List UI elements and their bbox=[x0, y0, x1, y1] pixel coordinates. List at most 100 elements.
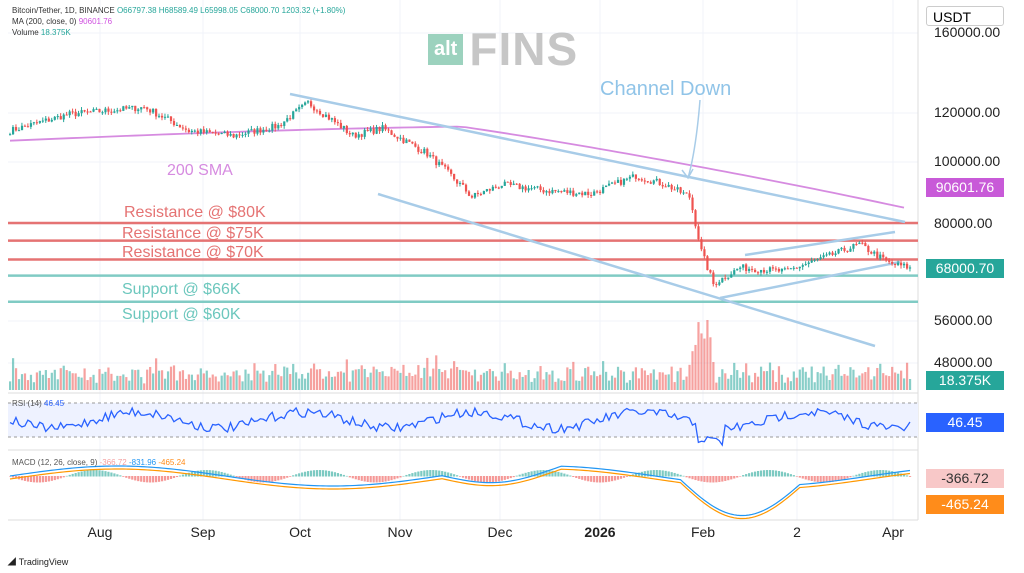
candle-body bbox=[461, 182, 465, 185]
macd-histogram-bar bbox=[53, 476, 56, 481]
volume-bar bbox=[23, 373, 27, 390]
macd-histogram-bar bbox=[771, 470, 775, 477]
volume-bar bbox=[324, 376, 328, 390]
volume-bar bbox=[390, 366, 393, 390]
candle-body bbox=[655, 178, 658, 181]
candle-body bbox=[387, 129, 390, 131]
volume-bar bbox=[169, 366, 173, 390]
candle-body bbox=[494, 186, 497, 188]
macd-histogram-bar bbox=[211, 470, 214, 477]
macd-histogram-bar bbox=[146, 476, 149, 483]
volume-bar bbox=[214, 376, 217, 390]
macd-histogram-bar bbox=[47, 476, 50, 482]
macd-histogram-bar bbox=[730, 476, 733, 480]
candle-body bbox=[864, 243, 867, 247]
volume-bar bbox=[360, 365, 363, 390]
candle-body bbox=[748, 268, 751, 271]
volume-bar bbox=[652, 369, 655, 390]
volume-bar bbox=[551, 370, 554, 390]
candle-body bbox=[521, 186, 524, 190]
candle-body bbox=[169, 116, 173, 122]
macd-histogram-bar bbox=[792, 475, 795, 477]
candle-body bbox=[339, 122, 342, 129]
macd-histogram-bar bbox=[780, 471, 784, 477]
volume-bar bbox=[590, 375, 593, 390]
macd-histogram-bar bbox=[804, 476, 807, 480]
macd-histogram-bar bbox=[739, 476, 742, 477]
price-axis-label: 160000.00 bbox=[934, 24, 1001, 40]
macd-histogram-bar bbox=[119, 475, 122, 477]
macd-histogram-bar bbox=[324, 470, 328, 477]
candle-body bbox=[56, 116, 59, 118]
candle-body bbox=[226, 131, 229, 136]
volume-bar bbox=[670, 366, 673, 390]
volume-bar bbox=[661, 372, 664, 390]
candle-body bbox=[905, 263, 909, 269]
macd-histogram-bar bbox=[217, 471, 220, 477]
candle-body bbox=[908, 267, 912, 269]
candle-body bbox=[774, 268, 778, 270]
macd-histogram-bar bbox=[420, 470, 423, 477]
volume-bar bbox=[411, 376, 414, 390]
candle-body bbox=[438, 161, 441, 166]
volume-bar bbox=[312, 363, 316, 390]
volume-bar bbox=[494, 376, 497, 390]
candle-body bbox=[202, 129, 205, 133]
macd-histogram-bar bbox=[467, 476, 471, 480]
volume-bar bbox=[137, 369, 140, 390]
volume-bar bbox=[792, 371, 795, 390]
volume-bar bbox=[664, 374, 667, 390]
candle-body bbox=[885, 257, 888, 261]
volume-bar bbox=[405, 375, 408, 390]
volume-bar bbox=[873, 376, 876, 390]
volume-bar bbox=[461, 370, 465, 390]
candle-body bbox=[98, 108, 101, 113]
candle-body bbox=[172, 121, 176, 126]
candle-body bbox=[736, 268, 739, 271]
macd-histogram-bar bbox=[456, 475, 459, 477]
volume-bar bbox=[813, 382, 816, 390]
candle-body bbox=[375, 127, 378, 134]
macd-histogram-bar bbox=[852, 475, 855, 477]
candle-body bbox=[569, 190, 572, 194]
volume-bar bbox=[298, 378, 301, 390]
macd-histogram-bar bbox=[304, 471, 307, 477]
candle-body bbox=[587, 191, 590, 195]
macd-histogram-bar bbox=[244, 476, 247, 480]
volume-bar bbox=[780, 374, 784, 390]
macd-histogram-bar bbox=[822, 476, 825, 483]
candle-body bbox=[166, 116, 170, 118]
volume-bar bbox=[804, 371, 807, 390]
macd-histogram-bar bbox=[575, 476, 578, 478]
volume-bar bbox=[634, 367, 637, 390]
volume-bar bbox=[864, 372, 867, 390]
candle-body bbox=[456, 179, 459, 184]
candle-body bbox=[804, 264, 807, 266]
macd-histogram-bar bbox=[369, 476, 372, 483]
macd-histogram-bar bbox=[503, 476, 506, 480]
volume-bar bbox=[464, 370, 468, 390]
volume-bar bbox=[187, 374, 190, 390]
candle-body bbox=[59, 116, 62, 120]
macd-histogram-bar bbox=[461, 476, 465, 478]
candle-body bbox=[542, 189, 545, 193]
candle-body bbox=[664, 186, 667, 188]
currency-selector[interactable]: USDT bbox=[926, 6, 1004, 26]
candle-body bbox=[95, 108, 98, 110]
volume-bar bbox=[754, 372, 757, 390]
macd-histogram-bar bbox=[712, 476, 715, 483]
macd-histogram-bar bbox=[259, 476, 262, 483]
volume-bar bbox=[244, 369, 247, 390]
candle-body bbox=[420, 151, 423, 154]
candle-body bbox=[616, 179, 620, 183]
tradingview-logo: ◢ TradingView bbox=[8, 556, 68, 567]
volume-bar bbox=[509, 370, 512, 390]
volume-bar bbox=[900, 370, 903, 390]
macd-histogram-bar bbox=[694, 476, 697, 481]
volume-bar bbox=[524, 375, 527, 390]
volume-bar bbox=[622, 371, 626, 390]
candle-body bbox=[390, 130, 393, 135]
macd-histogram-bar bbox=[682, 475, 685, 477]
macd-histogram-bar bbox=[253, 476, 256, 482]
